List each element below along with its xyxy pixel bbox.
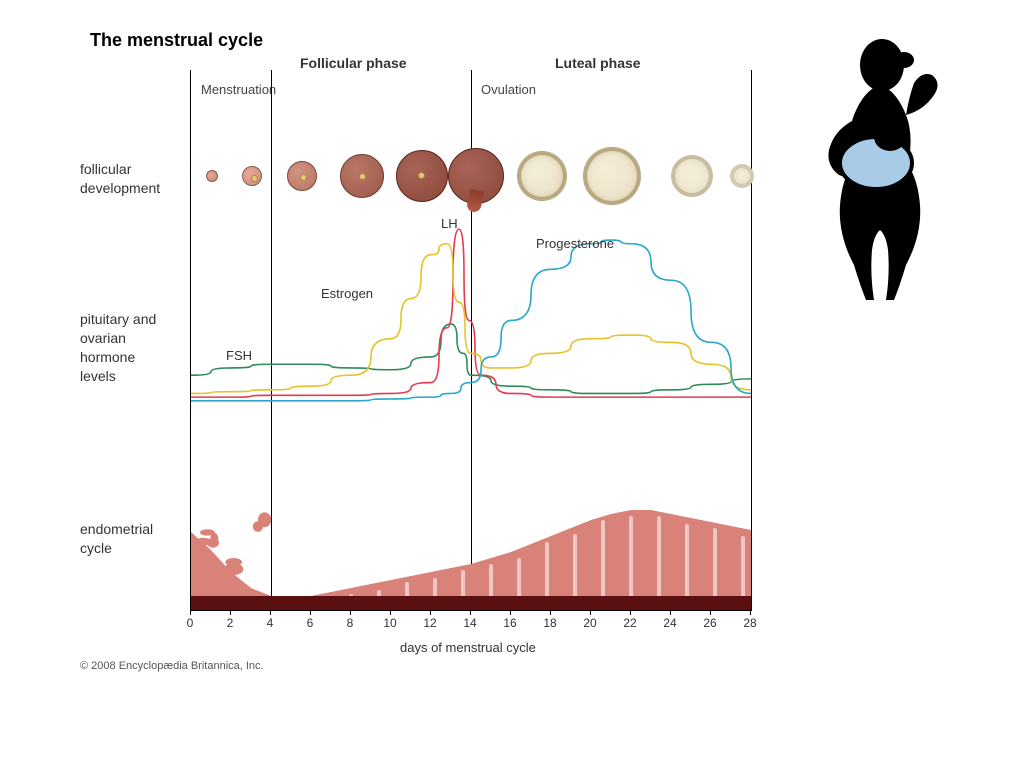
estrogen-curve — [191, 244, 751, 394]
x-tick: 2 — [227, 616, 234, 630]
endometrium-functional-layer — [191, 510, 751, 610]
lh-label: LH — [441, 216, 458, 231]
menstruation-label: Menstruation — [201, 82, 276, 97]
follicle-stage — [340, 154, 384, 198]
follicle-stage — [242, 166, 262, 186]
x-tick: 4 — [267, 616, 274, 630]
x-axis-label: days of menstrual cycle — [400, 640, 536, 655]
estrogen-label: Estrogen — [321, 286, 373, 301]
endometrial-row-label: endometrialcycle — [80, 520, 153, 558]
x-tick: 22 — [623, 616, 636, 630]
follicle-stage — [206, 170, 218, 182]
follicular-dev-row-label: folliculardevelopment — [80, 160, 160, 198]
hormone-chart — [191, 220, 751, 430]
follicular-phase-label: Follicular phase — [300, 55, 407, 71]
fsh-label: FSH — [226, 348, 252, 363]
endometrium-basal-layer — [191, 596, 751, 610]
follicle-stage — [396, 150, 448, 202]
x-tick: 10 — [383, 616, 396, 630]
follicle-stage — [448, 148, 504, 204]
chart-title: The menstrual cycle — [90, 30, 263, 51]
x-tick: 26 — [703, 616, 716, 630]
x-tick: 24 — [663, 616, 676, 630]
x-tick: 18 — [543, 616, 556, 630]
figure-clipart-icon — [794, 35, 964, 305]
ovulation-label: Ovulation — [481, 82, 536, 97]
endometrium-chart — [191, 460, 751, 610]
follicle-stage — [517, 151, 567, 201]
copyright-text: © 2008 Encyclopædia Britannica, Inc. — [80, 660, 264, 672]
lh-curve — [191, 229, 751, 397]
hormone-row-label: pituitary andovarianhormonelevels — [80, 310, 156, 386]
follicle-stage — [730, 164, 754, 188]
x-tick: 20 — [583, 616, 596, 630]
x-tick: 0 — [187, 616, 194, 630]
x-tick: 16 — [503, 616, 516, 630]
progesterone-label: Progesterone — [536, 236, 614, 251]
x-tick: 14 — [463, 616, 476, 630]
x-tick: 12 — [423, 616, 436, 630]
follicle-stage — [671, 155, 713, 197]
x-tick: 8 — [347, 616, 354, 630]
follicle-stage — [287, 161, 317, 191]
follicle-stage — [583, 147, 641, 205]
chart-area: Menstruation Ovulation FSH LH Estrogen P… — [190, 70, 752, 611]
x-tick: 6 — [307, 616, 314, 630]
x-tick: 28 — [743, 616, 756, 630]
luteal-phase-label: Luteal phase — [555, 55, 641, 71]
